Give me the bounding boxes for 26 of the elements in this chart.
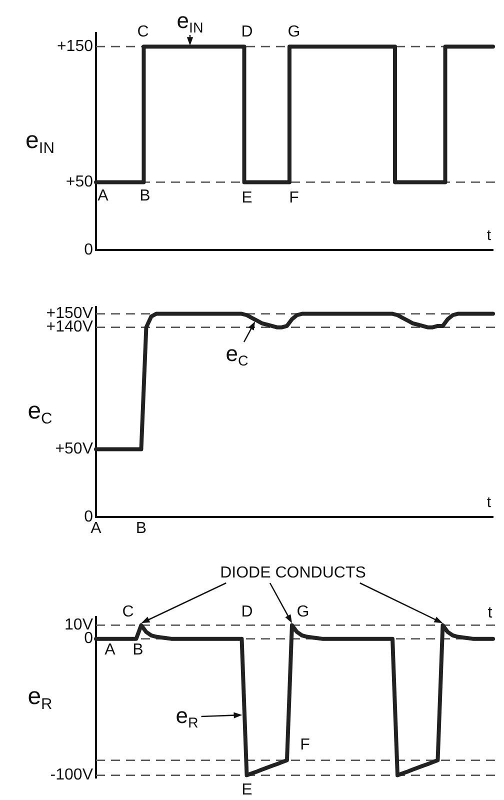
annotation: B [140, 187, 150, 204]
annotation: F [289, 189, 300, 206]
annotation: A [98, 187, 109, 204]
x-axis-title: t [486, 494, 492, 512]
annotation: B [132, 641, 144, 658]
annotation: E [242, 189, 252, 206]
y-tick-label: 0 [84, 241, 94, 258]
y-tick-label: +50 [66, 174, 94, 191]
y-tick-label: +150 [56, 38, 94, 55]
annotation: G [296, 603, 310, 620]
annotation: t [488, 604, 493, 622]
annotation: G [288, 23, 300, 40]
annotation: C [137, 23, 149, 40]
annotation: F [300, 736, 310, 754]
annotation: D [241, 603, 253, 620]
annotation: A [104, 641, 116, 658]
annotation: C [122, 603, 134, 620]
y-tick-label: 0 [84, 508, 94, 526]
y-tick-label: 0 [84, 630, 94, 648]
text: E [242, 781, 252, 798]
x-axis-title: t [486, 227, 492, 244]
y-tick-label: -100V [50, 766, 94, 784]
annotation: D [241, 23, 253, 40]
text: DIODE CONDUCTS [220, 564, 366, 582]
y-tick-label: +140V [46, 318, 94, 336]
y-tick-label: +50V [55, 440, 94, 458]
